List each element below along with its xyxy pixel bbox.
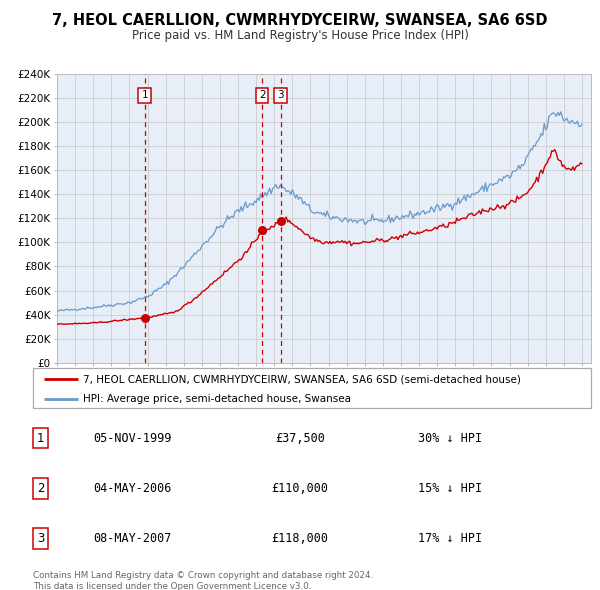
- Text: 7, HEOL CAERLLION, CWMRHYDYCEIRW, SWANSEA, SA6 6SD (semi-detached house): 7, HEOL CAERLLION, CWMRHYDYCEIRW, SWANSE…: [83, 375, 521, 385]
- Text: 7, HEOL CAERLLION, CWMRHYDYCEIRW, SWANSEA, SA6 6SD: 7, HEOL CAERLLION, CWMRHYDYCEIRW, SWANSE…: [52, 13, 548, 28]
- Text: 1: 1: [142, 90, 148, 100]
- Text: £118,000: £118,000: [271, 532, 329, 545]
- Text: £110,000: £110,000: [271, 481, 329, 495]
- Text: 3: 3: [277, 90, 284, 100]
- Text: 30% ↓ HPI: 30% ↓ HPI: [418, 431, 482, 445]
- Text: 3: 3: [37, 532, 44, 545]
- Text: Price paid vs. HM Land Registry's House Price Index (HPI): Price paid vs. HM Land Registry's House …: [131, 29, 469, 42]
- Text: HPI: Average price, semi-detached house, Swansea: HPI: Average price, semi-detached house,…: [83, 395, 351, 405]
- Text: 08-MAY-2007: 08-MAY-2007: [93, 532, 171, 545]
- Text: 1: 1: [37, 431, 44, 445]
- Text: £37,500: £37,500: [275, 431, 325, 445]
- Text: 04-MAY-2006: 04-MAY-2006: [93, 481, 171, 495]
- FancyBboxPatch shape: [33, 368, 591, 408]
- Text: Contains HM Land Registry data © Crown copyright and database right 2024.
This d: Contains HM Land Registry data © Crown c…: [33, 571, 373, 590]
- Text: 2: 2: [259, 90, 266, 100]
- Text: 15% ↓ HPI: 15% ↓ HPI: [418, 481, 482, 495]
- Text: 05-NOV-1999: 05-NOV-1999: [93, 431, 171, 445]
- Text: 17% ↓ HPI: 17% ↓ HPI: [418, 532, 482, 545]
- Text: 2: 2: [37, 481, 44, 495]
